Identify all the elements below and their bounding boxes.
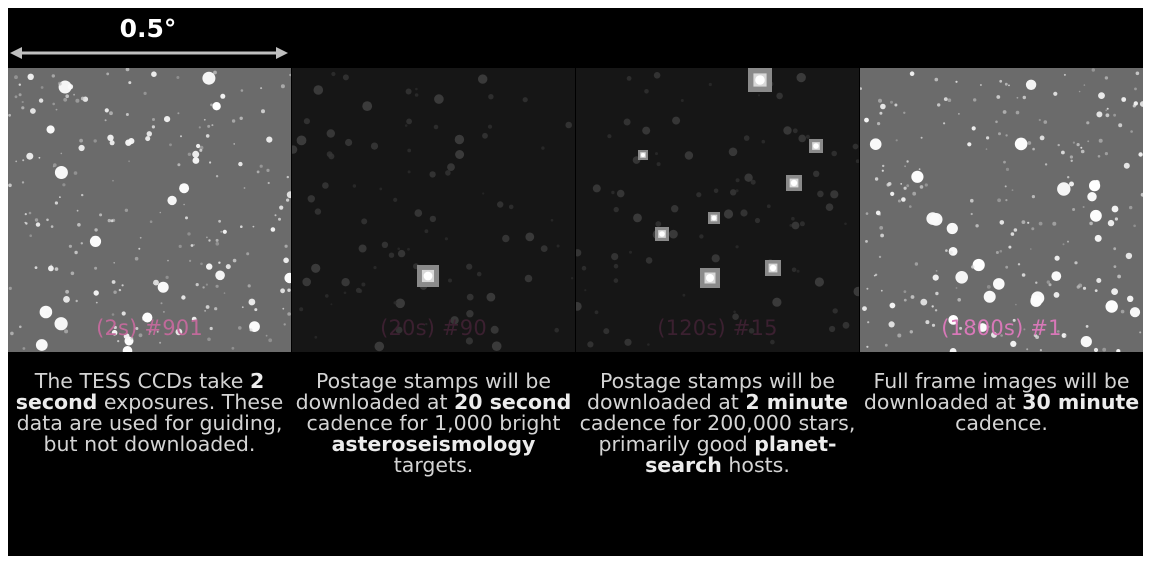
- angular-scale-bar: 0.5°: [8, 8, 290, 68]
- star-field-panel-2s: (2s) #901: [8, 68, 291, 352]
- cadence-label: (1800s) #1: [941, 316, 1062, 340]
- star-field-panel-20s: (20s) #90: [292, 68, 575, 352]
- cadence-label: (120s) #15: [657, 316, 778, 340]
- scale-label: 0.5°: [119, 14, 177, 43]
- caption-2s: The TESS CCDs take 2 second exposures. T…: [15, 369, 284, 456]
- caption-20s: Postage stamps will be downloaded at 20 …: [295, 369, 572, 477]
- caption-120s: Postage stamps will be downloaded at 2 m…: [579, 369, 856, 477]
- star-field-panel-120s: (120s) #15: [576, 68, 859, 352]
- caption-1800s: Full frame images will be downloaded at …: [863, 369, 1140, 435]
- scale-arrow-icon: [10, 47, 288, 59]
- tess-cadence-figure: 0.5° (2s) #901 (20s) #90 (120s) #15 (180…: [8, 8, 1143, 556]
- star-field-panel-1800s: (1800s) #1: [860, 68, 1143, 352]
- cadence-label: (20s) #90: [380, 316, 487, 340]
- cadence-label: (2s) #901: [96, 316, 203, 340]
